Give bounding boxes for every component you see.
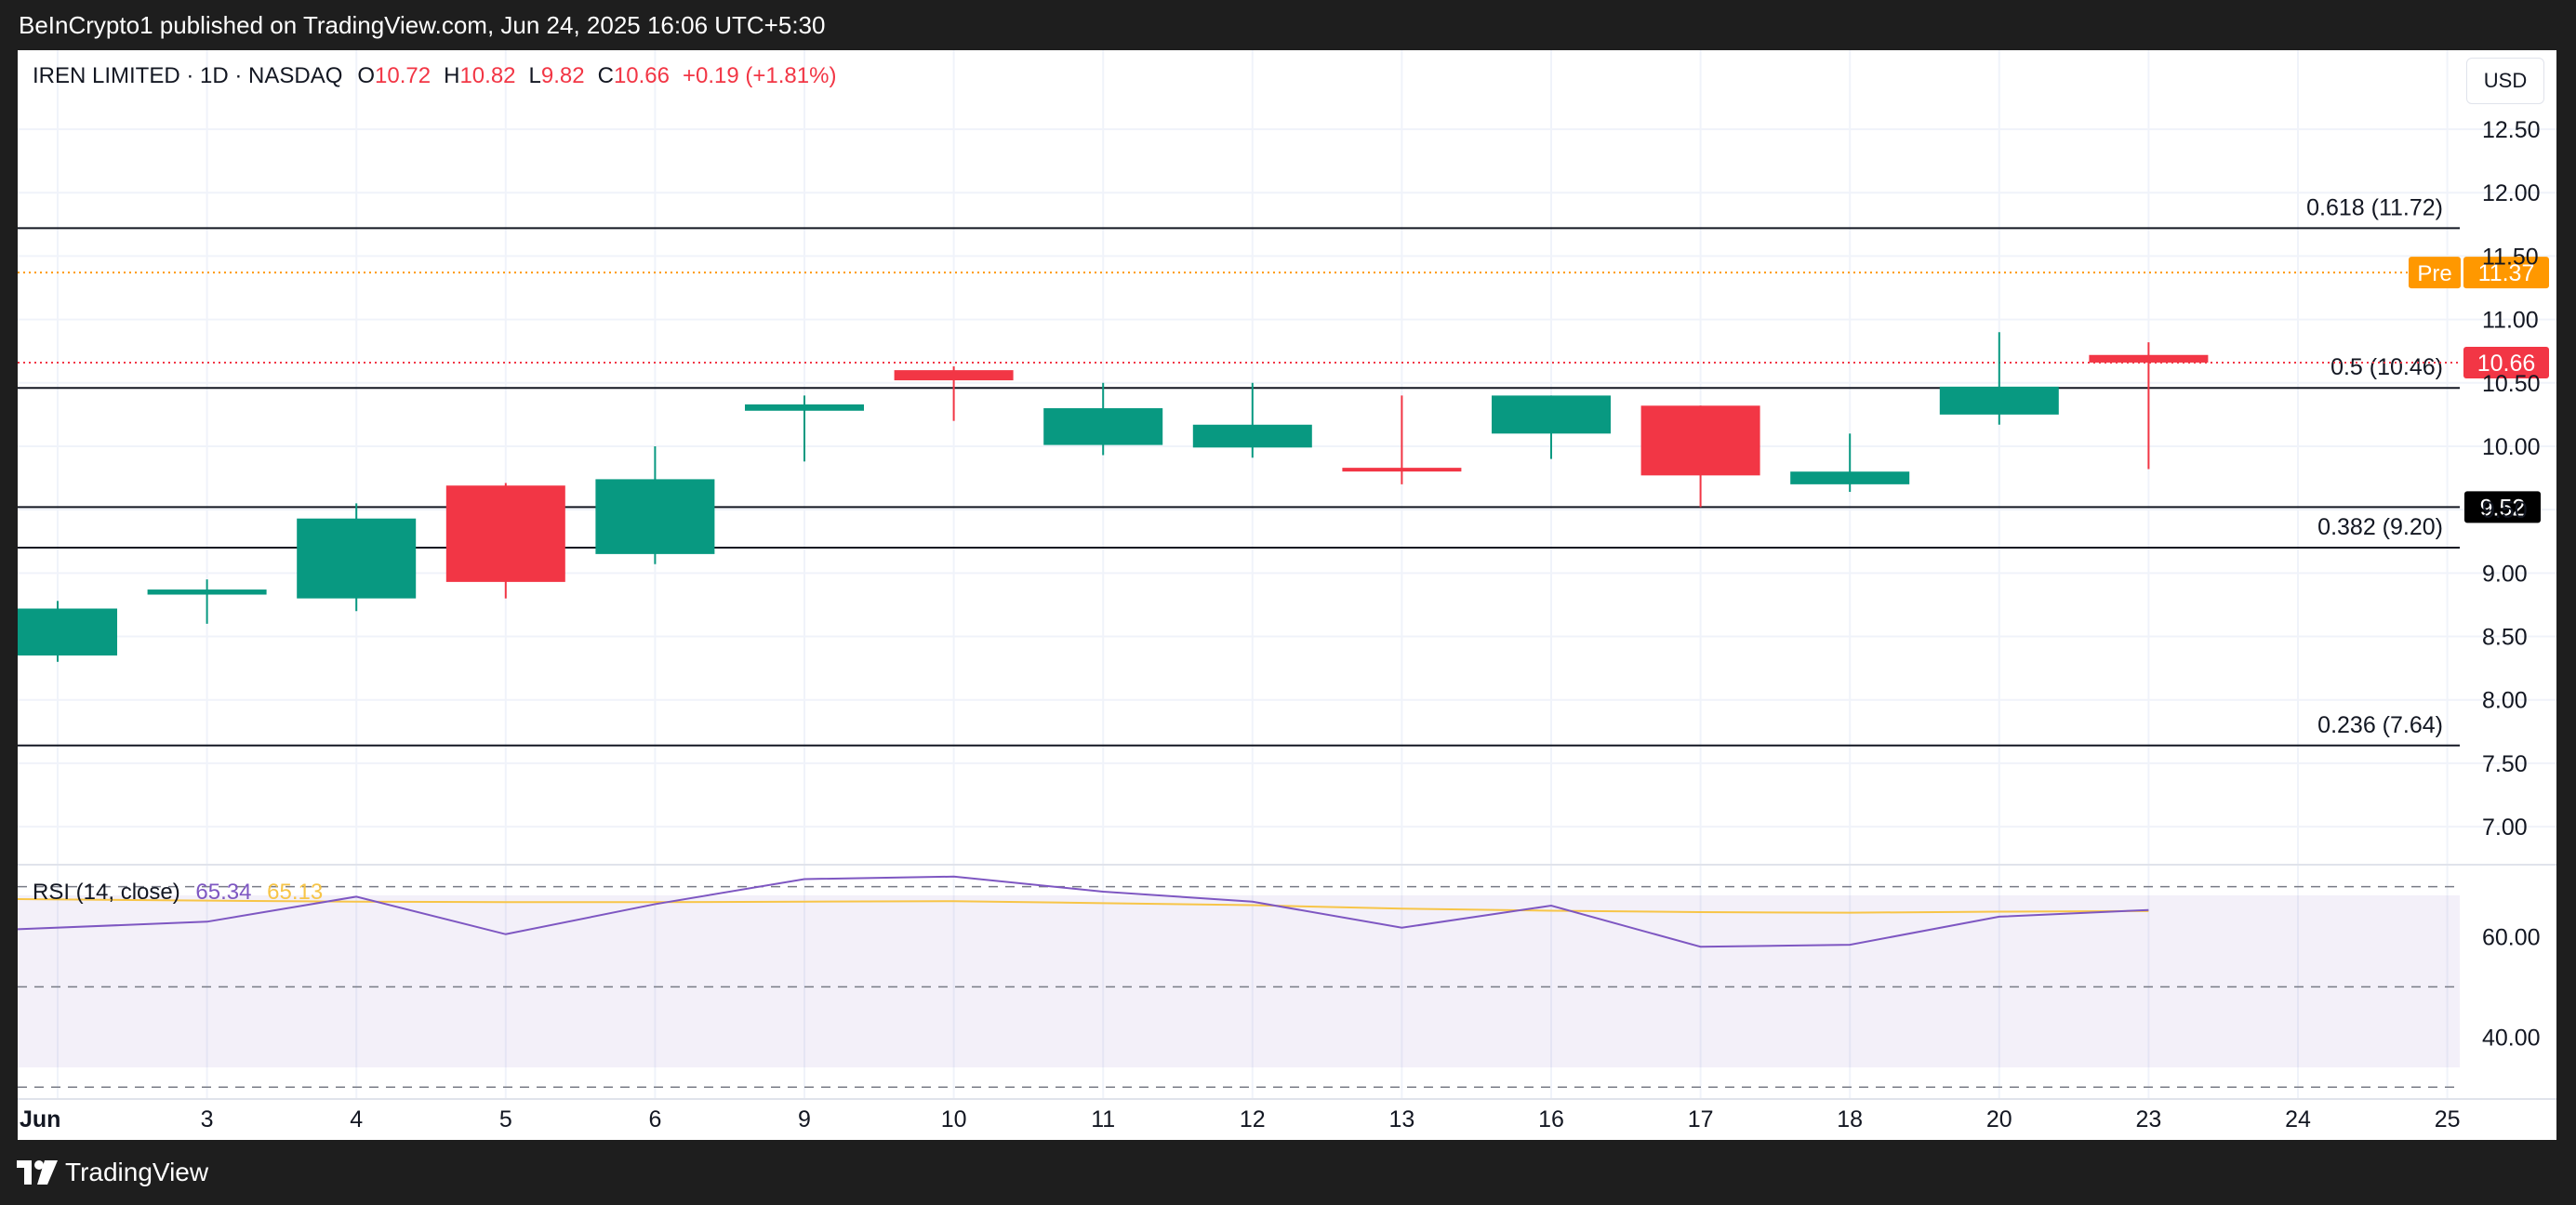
- premarket-price-tag: [2463, 257, 2549, 289]
- candle-body: [1342, 468, 1462, 472]
- rsi-line: [18, 875, 2149, 948]
- symbol-title[interactable]: IREN LIMITED · 1D · NASDAQ: [33, 63, 343, 88]
- candle-body: [595, 479, 715, 554]
- time-tick-label: 20: [1986, 1106, 2012, 1132]
- candles: [18, 332, 2209, 662]
- tradingview-brand: TradingView: [65, 1158, 209, 1186]
- price-tick-label: 9.50: [2482, 497, 2528, 523]
- candle-body: [1939, 386, 2059, 415]
- time-tick-label: Jun: [20, 1106, 60, 1132]
- fib-label: 0.618 (11.72): [2306, 194, 2443, 220]
- low-value: 9.82: [540, 63, 585, 88]
- premarket-tag: Pre: [2417, 261, 2451, 286]
- price-tick-label: 11.50: [2482, 244, 2539, 270]
- symbol-legend[interactable]: IREN LIMITED · 1D · NASDAQ O 10.72 H 10.…: [33, 63, 849, 89]
- price-tick-label: 10.00: [2482, 434, 2541, 460]
- rsi-bands: [18, 885, 2460, 1088]
- rsi-panel: [18, 875, 2149, 948]
- price-tick-label: 11.00: [2482, 308, 2539, 334]
- chart-canvas[interactable]: 0.618 (11.72) 0.5 (10.46) 0.382 (9.20) 0.23…: [18, 50, 2556, 1140]
- open-value: 10.72: [375, 63, 432, 88]
- time-axis: Jun 3 4 5 6 9 10 11 12 13 16 17 18 20 23 24 25: [20, 1106, 2461, 1132]
- support-price-label: 9.52: [2480, 495, 2526, 521]
- price-tick-label: 9.00: [2482, 561, 2528, 587]
- price-tick-label: 12.00: [2482, 180, 2541, 206]
- time-tick-label: 9: [798, 1106, 811, 1132]
- rsi-band-fill: [18, 895, 2460, 1067]
- footer-bar: TradingView: [0, 1140, 2576, 1205]
- chart-area[interactable]: 0.618 (11.72) 0.5 (10.46) 0.382 (9.20) 0.23…: [18, 50, 2556, 1140]
- change-value: +0.19 (+1.81%): [683, 63, 837, 88]
- candle-body: [745, 404, 864, 411]
- close-label: C: [597, 63, 614, 88]
- publisher-text: BeInCrypto1 published on TradingView.com…: [19, 11, 826, 39]
- candle-body: [147, 589, 267, 595]
- time-tick-label: 24: [2285, 1106, 2311, 1132]
- premarket-tag-bg: [2409, 257, 2461, 289]
- high-label: H: [444, 63, 460, 88]
- rsi-label[interactable]: RSI (14, close): [33, 880, 180, 905]
- last-price-tag: [2463, 346, 2549, 378]
- candle-body: [1492, 395, 1611, 434]
- grid-lines: [18, 50, 2556, 1099]
- last-price-label: 10.66: [2477, 351, 2536, 377]
- time-tick-label: 4: [350, 1106, 363, 1132]
- rsi-legend[interactable]: RSI (14, close) 65.34 65.13: [33, 880, 323, 906]
- low-label: L: [528, 63, 541, 88]
- candle-body: [1192, 424, 1312, 448]
- fib-levels: 0.618 (11.72) 0.5 (10.46) 0.382 (9.20) 0.23…: [18, 194, 2549, 747]
- time-tick-label: 5: [499, 1106, 512, 1132]
- time-tick-label: 16: [1538, 1106, 1564, 1132]
- rsi-ma-value: 65.13: [267, 880, 324, 905]
- support-price-tag: [2464, 491, 2541, 523]
- price-tick-label: 10.50: [2482, 371, 2541, 397]
- time-tick-label: 10: [941, 1106, 967, 1132]
- price-axis: 7.00 7.50 8.00 8.50 9.00 9.50 10.00 10.50 11.00 1…: [2482, 117, 2541, 1051]
- time-tick-label: 18: [1837, 1106, 1863, 1132]
- time-tick-label: 11: [1091, 1106, 1115, 1132]
- currency-button[interactable]: USD: [2466, 58, 2544, 104]
- time-tick-label: 23: [2135, 1106, 2161, 1132]
- candle-body: [18, 608, 117, 655]
- candle-body: [297, 518, 417, 599]
- publisher-bar: BeInCrypto1 published on TradingView.com…: [0, 0, 2576, 50]
- candle-body: [445, 485, 565, 582]
- rsi-ma-line: [18, 898, 2149, 914]
- fib-label: 0.382 (9.20): [2317, 514, 2443, 540]
- rsi-tick-label: 40.00: [2482, 1025, 2541, 1051]
- time-tick-label: 3: [201, 1106, 214, 1132]
- candle-body: [1790, 471, 1910, 484]
- price-tick-label: 8.00: [2482, 688, 2528, 714]
- rsi-tick-label: 60.00: [2482, 924, 2541, 950]
- price-tick-label: 7.00: [2482, 814, 2528, 841]
- price-tick-label: 8.50: [2482, 625, 2528, 651]
- price-tick-label: 12.50: [2482, 117, 2541, 143]
- time-tick-label: 6: [648, 1106, 661, 1132]
- tradingview-logo[interactable]: TradingView: [17, 1153, 208, 1192]
- candle-body: [2089, 354, 2209, 363]
- time-tick-label: 12: [1240, 1106, 1266, 1132]
- time-tick-label: 25: [2435, 1106, 2461, 1132]
- close-value: 10.66: [613, 63, 670, 88]
- open-label: O: [357, 63, 376, 88]
- rsi-value: 65.34: [195, 880, 252, 905]
- fib-label: 0.5 (10.46): [2330, 354, 2443, 380]
- candle-body: [1043, 408, 1163, 445]
- candle-body: [1640, 405, 1760, 476]
- time-tick-label: 13: [1388, 1106, 1414, 1132]
- high-value: 10.82: [459, 63, 516, 88]
- fib-label: 0.236 (7.64): [2317, 712, 2443, 738]
- tradingview-logo-icon: [17, 1160, 58, 1185]
- price-tick-label: 7.50: [2482, 751, 2528, 777]
- time-tick-label: 17: [1688, 1106, 1714, 1132]
- premarket-price-label: 11.37: [2478, 260, 2535, 286]
- candle-body: [894, 370, 1014, 381]
